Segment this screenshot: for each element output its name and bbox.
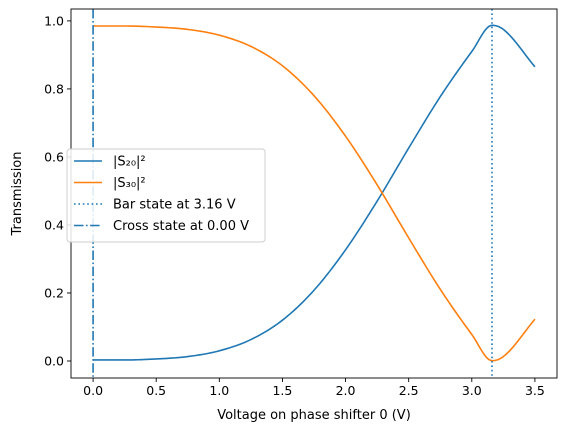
x-tick-label-4: 2.0 [336, 383, 356, 398]
legend-label-3: Cross state at 0.00 V [113, 219, 249, 234]
x-tick-label-7: 3.5 [525, 383, 545, 398]
y-tick-label-5: 1.0 [44, 13, 64, 28]
legend-label-1: |S₃₀|² [113, 176, 146, 191]
x-tick-label-6: 3.0 [462, 383, 482, 398]
y-tick-label-4: 0.8 [44, 81, 64, 96]
x-tick-label-5: 2.5 [399, 383, 419, 398]
legend-label-2: Bar state at 3.16 V [113, 198, 236, 213]
x-tick-label-2: 1.0 [209, 383, 229, 398]
y-axis-label: Transmission [10, 152, 25, 237]
series-line-1 [93, 25, 536, 362]
series-line-0 [93, 24, 536, 361]
y-tick-label-2: 0.4 [44, 217, 64, 232]
x-tick-label-1: 0.5 [146, 383, 166, 398]
x-axis-label: Voltage on phase shifter 0 (V) [217, 408, 411, 423]
axes-layer: 0.0 0.5 1.0 1.5 2.0 2.5 3.0 3.5 0.0 0.2 0.4 0.6 0.8 1… [10, 8, 558, 423]
legend-box [66, 148, 266, 243]
y-tick-label-1: 0.2 [44, 285, 64, 300]
y-tick-label-0: 0.0 [44, 353, 64, 368]
legend: |S₂₀|² |S₃₀|² Bar state at 3.16 V Cross sta… [66, 148, 266, 243]
x-tick-label-0: 0.0 [83, 383, 103, 398]
x-tick-label-3: 1.5 [272, 383, 292, 398]
y-tick-label-3: 0.6 [44, 149, 64, 164]
legend-label-0: |S₂₀|² [113, 155, 146, 170]
